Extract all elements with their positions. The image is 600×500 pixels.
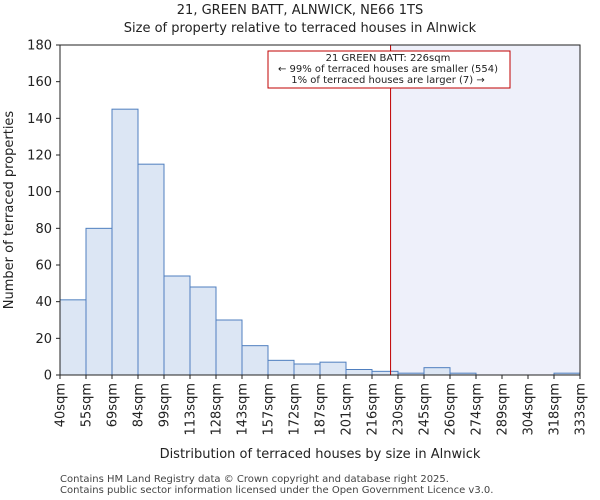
x-tick-label: 216sqm <box>366 383 381 436</box>
annotation-box <box>267 50 511 89</box>
histogram-bar <box>137 163 165 376</box>
x-tick-label: 99sqm <box>158 383 173 427</box>
histogram-bar <box>371 370 399 376</box>
x-tick-label: 84sqm <box>132 383 147 427</box>
y-tick-label: 20 <box>35 332 52 347</box>
y-tick-label: 160 <box>27 75 52 90</box>
x-tick-label: 55sqm <box>80 383 95 427</box>
histogram-bar <box>423 367 451 376</box>
x-tick-label: 333sqm <box>574 383 589 436</box>
x-axis-label: Distribution of terraced houses by size … <box>160 447 481 462</box>
y-tick-label: 100 <box>27 185 52 200</box>
x-tick-label: 304sqm <box>522 383 537 436</box>
y-tick-label: 60 <box>35 259 52 274</box>
x-tick-label: 289sqm <box>496 383 511 436</box>
chart-title-line-2: Size of property relative to terraced ho… <box>124 21 477 36</box>
histogram-bar <box>85 227 113 376</box>
x-tick-label: 69sqm <box>106 383 121 427</box>
annotation-line-1: 21 GREEN BATT: 226sqm <box>326 53 451 64</box>
plot-area-frame <box>59 44 581 376</box>
x-tick-label: 40sqm <box>54 383 69 427</box>
x-tick-label: 274sqm <box>470 383 485 436</box>
histogram-bar <box>215 319 243 376</box>
y-tick-label: 80 <box>35 222 52 237</box>
histogram-bar <box>267 359 295 376</box>
y-tick-label: 0 <box>44 369 52 384</box>
larger-properties-highlight <box>390 45 580 375</box>
y-tick-label: 140 <box>27 112 52 127</box>
annotation-line-3: 1% of terraced houses are larger (7) → <box>291 75 485 86</box>
y-axis-ticks: 0 20 40 60 80 100 120 140 160 180 <box>27 39 60 384</box>
histogram-bar <box>241 345 269 376</box>
x-tick-label: 113sqm <box>184 383 199 436</box>
x-tick-label: 157sqm <box>262 383 277 436</box>
footer-line-2: Contains public sector information licen… <box>60 485 493 496</box>
histogram-bar <box>163 275 191 376</box>
x-tick-label: 143sqm <box>236 383 251 436</box>
histogram-bar <box>189 286 217 376</box>
histogram-bar <box>111 108 139 376</box>
histogram-bar <box>319 361 347 376</box>
x-tick-label: 245sqm <box>418 383 433 436</box>
x-tick-label: 128sqm <box>210 383 225 436</box>
footer-line-1: Contains HM Land Registry data © Crown c… <box>60 474 449 485</box>
x-axis-ticks: 40sqm 55sqm 69sqm 84sqm 99sqm 113sqm 128sqm 143… <box>54 375 589 436</box>
histogram-bar <box>59 299 87 376</box>
x-tick-label: 172sqm <box>288 383 303 436</box>
x-tick-label: 260sqm <box>444 383 459 436</box>
bars-group <box>59 108 581 376</box>
chart-title-line-1: 21, GREEN BATT, ALNWICK, NE66 1TS <box>177 3 423 18</box>
histogram-bar <box>345 369 373 376</box>
x-tick-label: 318sqm <box>548 383 563 436</box>
y-tick-label: 180 <box>27 39 52 54</box>
x-tick-label: 201sqm <box>340 383 355 436</box>
x-tick-label: 187sqm <box>314 383 329 436</box>
x-tick-label: 230sqm <box>392 383 407 436</box>
y-tick-label: 40 <box>35 295 52 310</box>
histogram-bar <box>293 363 321 376</box>
y-axis-label: Number of terraced properties <box>2 111 17 310</box>
y-tick-label: 120 <box>27 149 52 164</box>
annotation-line-2: ← 99% of terraced houses are smaller (55… <box>278 64 498 75</box>
